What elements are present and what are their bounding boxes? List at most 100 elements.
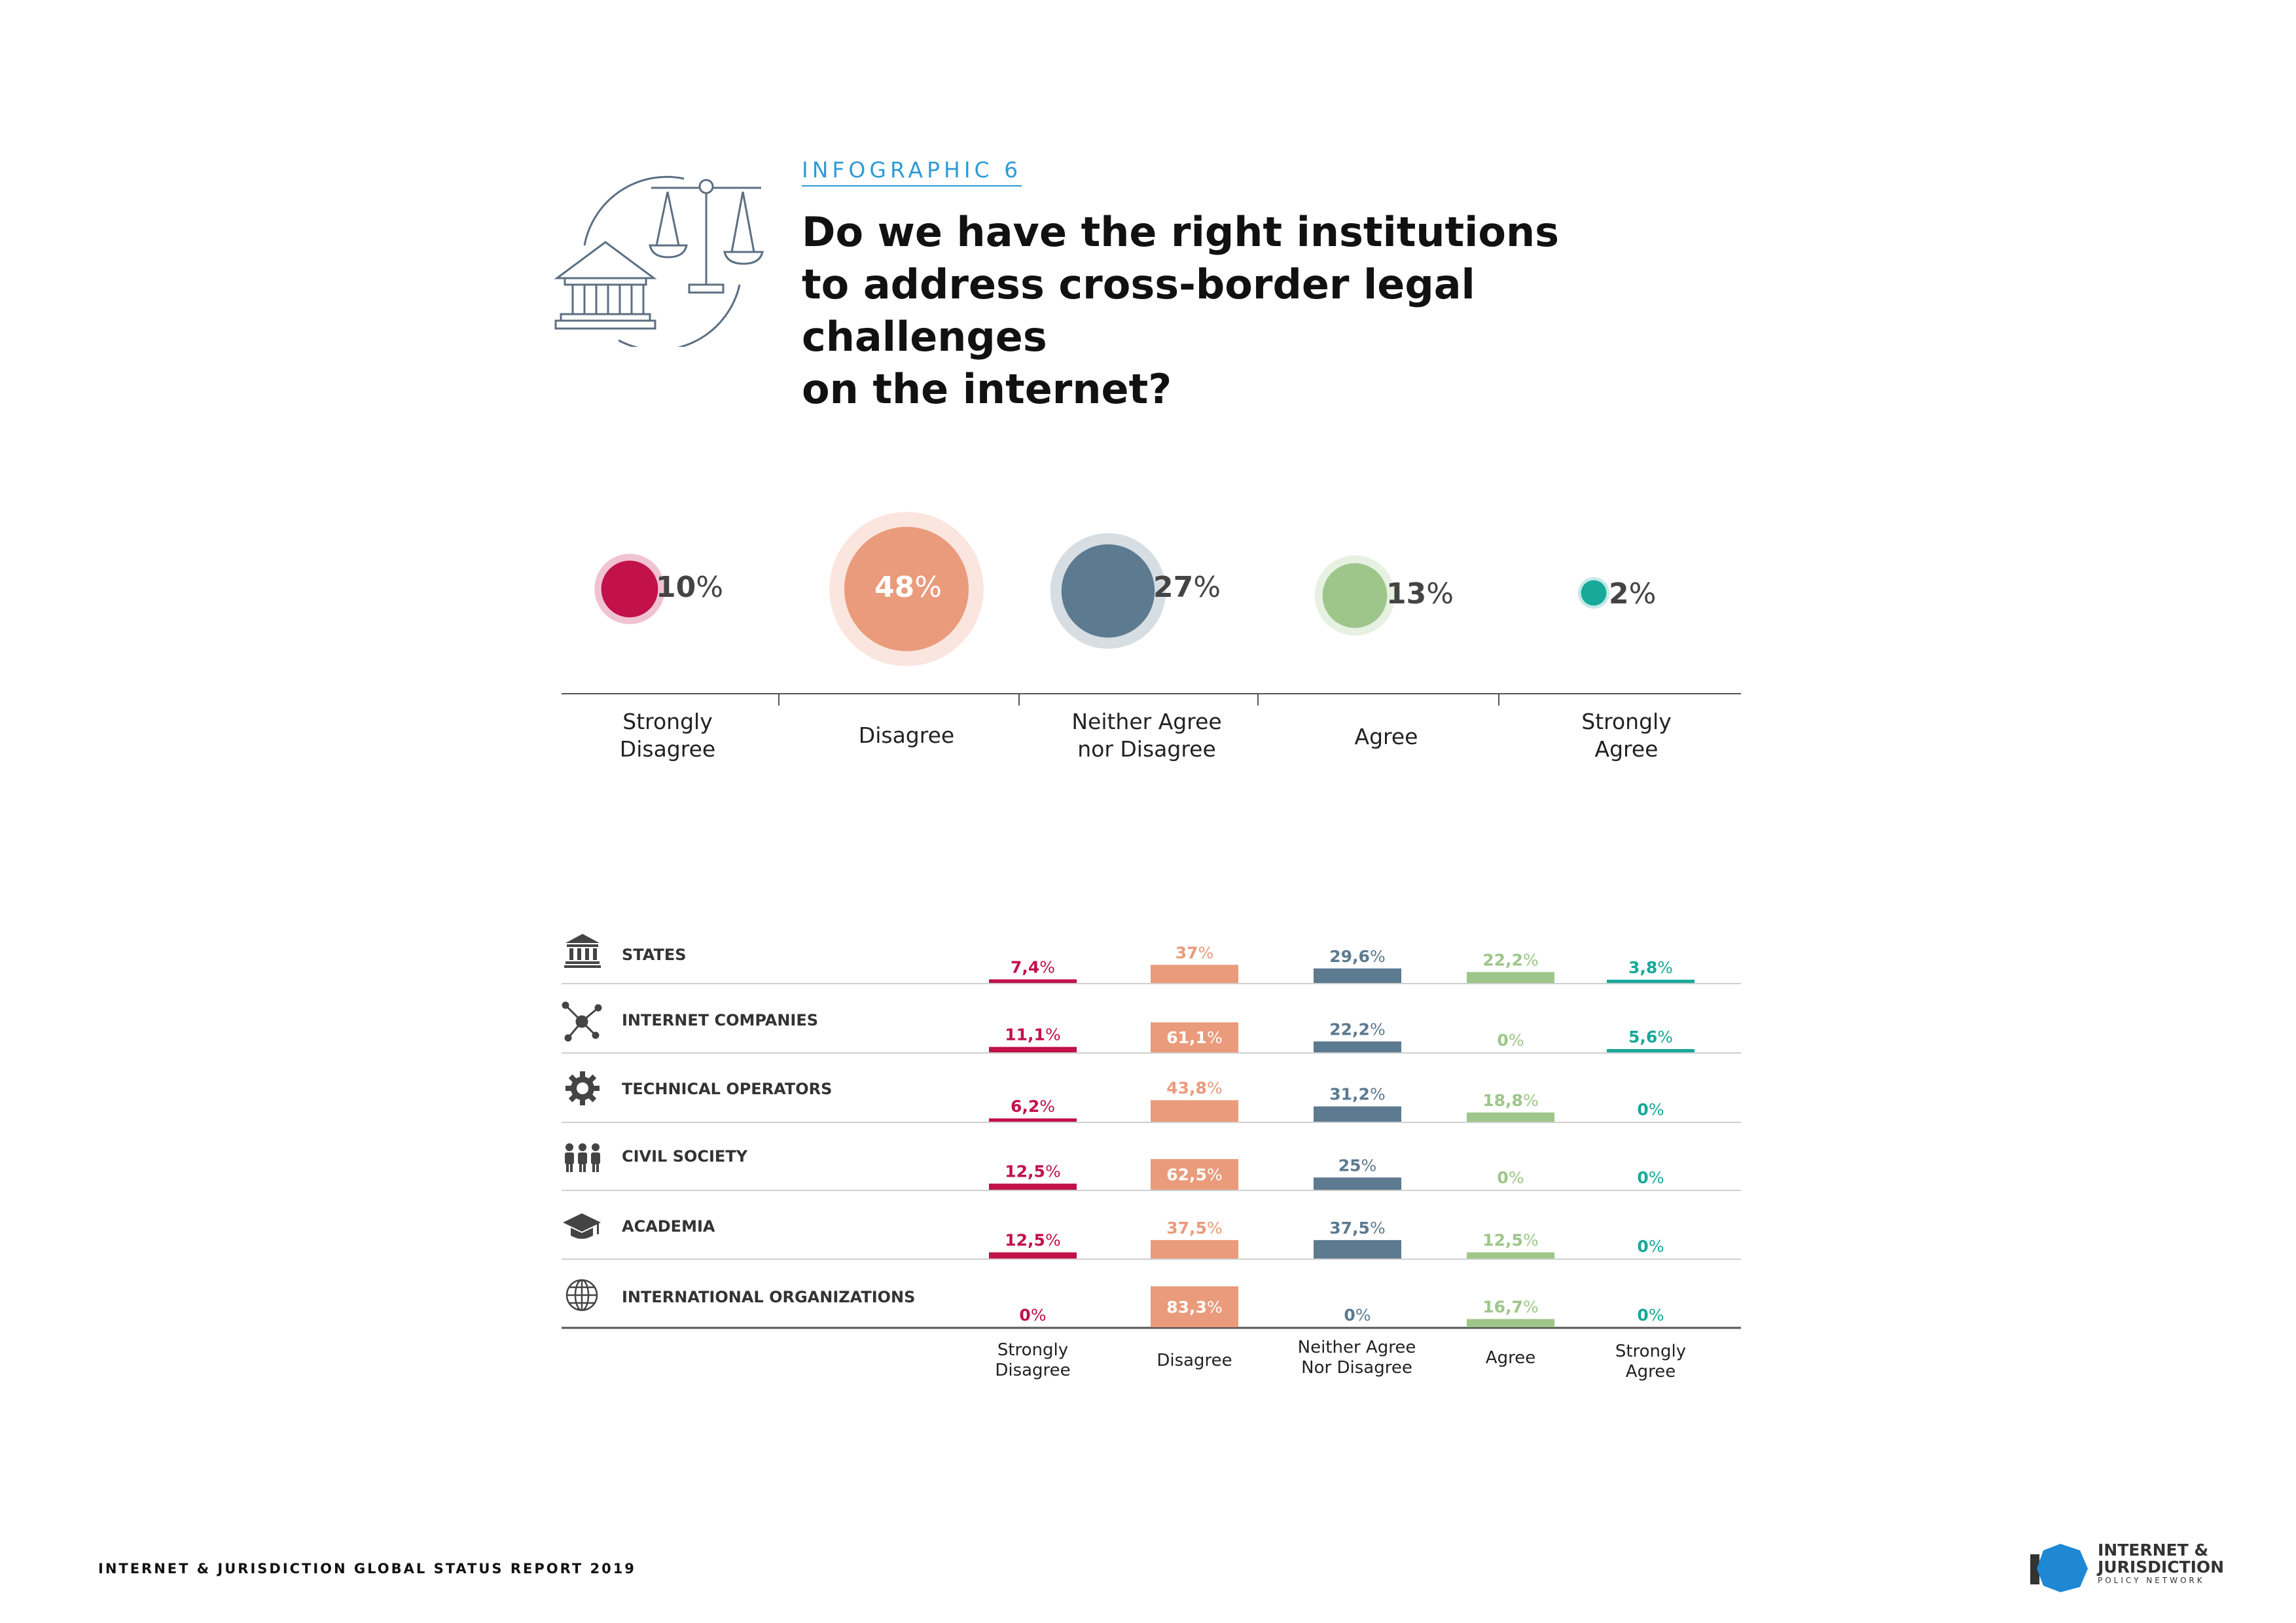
bar-globe-disagree [1151,1286,1238,1327]
label-line: Neither Agree [1071,709,1222,734]
bar-label: 37,5% [1329,1219,1385,1238]
bar-label: 29,6% [1329,947,1385,966]
column-label-disagree: Disagree [1116,1351,1273,1371]
bar-label: 0% [1637,1168,1664,1187]
value-number: 27 [1153,571,1194,604]
bar-graduation-cap-agree [1467,1252,1554,1258]
value-number: 48 [874,571,915,604]
group-label-technical-operators: TECHNICAL OPERATORS [622,1080,833,1098]
overall-value-strongly-agree: 2% [1609,577,1656,611]
bar-label: 22,2% [1482,950,1538,969]
group-label-internet-companies: INTERNET COMPANIES [622,1011,819,1029]
bar-label: 0% [1637,1237,1664,1256]
bar-people-neither [1314,1177,1401,1190]
bar-label: 31,2% [1329,1085,1385,1104]
bank-icon [564,934,601,968]
bar-network-strongly-disagree [989,1046,1077,1052]
people-icon [565,1143,600,1172]
value-unit: % [914,571,942,604]
bar-label: 43,8% [1166,1079,1222,1097]
overall-label-strongly-agree: Strongly Agree [1528,708,1725,763]
gear-icon [565,1071,600,1105]
bar-label: 12,5% [1005,1231,1060,1250]
overall-value-disagree: 48% [874,571,942,604]
bar-gear-strongly-disagree [989,1118,1077,1122]
bar-label: 37,5% [1166,1219,1222,1238]
bar-graduation-cap-disagree [1151,1240,1238,1258]
brand-logo-text: INTERNET & JURISDICTION POLICY NETWORK [2098,1542,2225,1586]
infographic-kicker: INFOGRAPHIC 6 [802,157,1022,187]
value-number: 2 [1609,577,1629,611]
label-line: Disagree [619,736,716,762]
overall-value-strongly-disagree: 10% [656,571,723,604]
label-line: Agree [1354,724,1418,749]
bar-bank-agree [1467,972,1554,983]
value-unit: % [1628,577,1657,611]
bubble-disagree [844,527,969,651]
graduation-cap-icon [563,1213,601,1239]
bar-network-neither [1314,1041,1401,1052]
overall-label-strongly-disagree: Strongly Disagree [569,708,766,763]
network-icon [562,1001,602,1042]
bar-bank-strongly-agree [1607,980,1695,983]
overall-value-neither: 27% [1153,571,1221,604]
column-label-strongly-disagree: Strongly Disagree [954,1340,1111,1381]
group-label-academia: ACADEMIA [622,1217,715,1236]
bar-label: 22,2% [1329,1020,1385,1039]
overall-label-disagree: Disagree [808,722,1005,749]
label-line: Disagree [1157,1351,1232,1370]
bar-people-strongly-disagree [989,1183,1077,1190]
value-unit: % [1193,571,1221,604]
bar-label: 5,6% [1628,1027,1673,1046]
label-line: Strongly [997,1340,1069,1360]
bar-label: 12,5% [1482,1231,1538,1250]
bar-label: 12,5% [1005,1162,1060,1181]
bar-label: 0% [1637,1100,1664,1119]
label-line: Disagree [858,722,955,748]
label-line: nor Disagree [1077,736,1216,762]
bar-label: 6,2% [1011,1097,1055,1116]
column-label-agree: Agree [1432,1348,1589,1368]
bar-label: 0% [1497,1168,1524,1187]
label-line: Disagree [995,1361,1071,1380]
label-line: Strongly [1581,709,1672,734]
bar-label: 37% [1175,943,1214,962]
bar-label: 83,3% [1166,1298,1222,1317]
bar-label: 7,4% [1011,957,1055,976]
label-line: Strongly [1615,1342,1687,1361]
value-unit: % [696,571,724,604]
bar-label: 0% [1497,1031,1524,1050]
logo-line: JURISDICTION [2098,1558,2225,1577]
label-line: Strongly [622,709,713,734]
bar-label: 18,8% [1482,1091,1538,1110]
label-line: Agree [1625,1362,1676,1382]
group-label-states: STATES [622,946,687,964]
bar-label: 16,7% [1482,1297,1538,1316]
bar-label: 61,1% [1166,1028,1222,1047]
bar-globe-agree [1467,1319,1554,1327]
bar-label: 0% [1019,1306,1046,1325]
group-label-international-organizations: INTERNATIONAL ORGANIZATIONS [622,1288,916,1306]
overall-value-agree: 13% [1386,577,1454,611]
title-line: to address cross-border legal challenges [802,260,1475,361]
bar-bank-strongly-disagree [989,979,1077,983]
title-line: on the internet? [802,365,1172,413]
overall-axis [562,693,1741,705]
internet-jurisdiction-logo-icon [2030,1544,2088,1592]
bar-people-disagree [1151,1159,1238,1190]
value-unit: % [1426,577,1454,611]
logo-subline: POLICY NETWORK [2098,1576,2205,1585]
stakeholder-bar-chart: 7,4% 37% 29,6% 22,2% 3,8% 11,1% 61,1% 22,2% 0% 5,… [562,943,1741,1329]
label-line: Neither Agree [1297,1338,1416,1357]
value-number: 10 [656,571,696,604]
bar-label: 0% [1637,1306,1664,1325]
bar-graduation-cap-neither [1314,1240,1401,1258]
bar-bank-neither [1314,968,1401,983]
bar-gear-disagree [1151,1100,1238,1122]
bubble-strongly-disagree [601,560,658,618]
bar-label: 3,8% [1628,958,1673,977]
bar-gear-neither [1314,1106,1401,1122]
bar-label: 25% [1338,1156,1377,1175]
bubble-neither [1061,544,1155,638]
overall-label-agree: Agree [1288,723,1484,751]
